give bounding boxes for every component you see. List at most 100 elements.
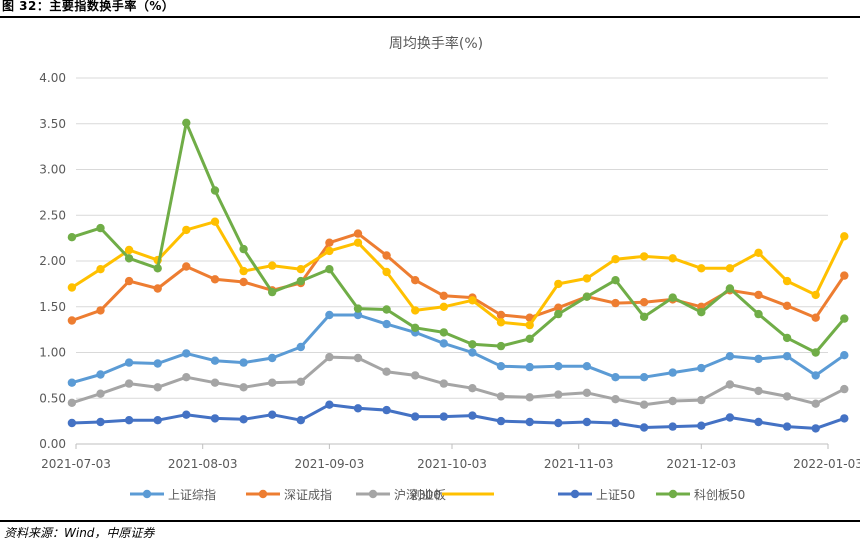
- data-point: [782, 422, 792, 431]
- data-point: [210, 414, 220, 423]
- data-point: [639, 298, 649, 307]
- data-point: [725, 380, 735, 389]
- data-point: [496, 318, 506, 327]
- data-point: [210, 378, 220, 387]
- data-point: [611, 255, 620, 264]
- data-point: [840, 384, 849, 394]
- data-point: [754, 354, 763, 364]
- data-point: [411, 306, 420, 315]
- series-line: [71, 355, 845, 407]
- data-point: [96, 306, 105, 315]
- data-point: [382, 405, 391, 415]
- chart-title: 周均换手率(%): [389, 35, 483, 52]
- data-point: [554, 309, 563, 319]
- data-point: [611, 373, 620, 382]
- data-point: [325, 238, 334, 247]
- data-point: [496, 362, 506, 371]
- x-tick-label: 2021-11-03: [544, 457, 614, 471]
- data-point: [840, 314, 849, 323]
- data-point: [468, 296, 477, 305]
- data-point: [67, 378, 77, 387]
- data-point: [496, 392, 506, 401]
- y-tick-label: 4.00: [39, 71, 66, 85]
- data-point: [182, 262, 191, 271]
- x-axis: 2021-07-03 2021-08-03 2021-09-03 2021-10-03…: [41, 444, 860, 471]
- data-point: [382, 367, 391, 376]
- data-point: [239, 415, 248, 424]
- data-point: [182, 410, 191, 419]
- data-point: [268, 410, 277, 419]
- data-point: [582, 362, 592, 371]
- data-point: [468, 384, 477, 393]
- data-point: [697, 363, 706, 373]
- data-point: [811, 290, 820, 300]
- data-point: [611, 298, 620, 308]
- data-point: [496, 341, 506, 351]
- legend-label: 上证综指: [168, 487, 216, 502]
- data-point: [725, 264, 735, 273]
- data-point: [496, 310, 506, 320]
- data-point: [582, 417, 592, 427]
- data-point: [67, 316, 77, 325]
- data-point: [668, 254, 677, 263]
- data-point: [124, 254, 134, 263]
- series-line: [71, 121, 846, 354]
- figure-header: 图 32：主要指数换手率（%）: [0, 0, 860, 18]
- series-3: [67, 352, 849, 409]
- data-point: [639, 400, 649, 409]
- data-point: [525, 320, 534, 330]
- legend-label: 上证50: [596, 488, 635, 502]
- data-point: [525, 334, 534, 343]
- data-point: [268, 353, 277, 363]
- series-2: [67, 229, 849, 325]
- data-point: [67, 418, 77, 428]
- data-point: [239, 277, 248, 287]
- data-point: [325, 265, 334, 274]
- y-tick-label: 1.50: [39, 300, 66, 314]
- data-point: [153, 264, 162, 273]
- data-point: [67, 398, 77, 407]
- figure-title: 图 32：主要指数换手率（%）: [2, 0, 175, 13]
- series-line: [71, 313, 846, 385]
- data-point: [554, 279, 563, 289]
- y-tick-label: 1.00: [39, 346, 66, 360]
- data-point: [639, 252, 649, 261]
- data-point: [811, 424, 820, 433]
- data-point: [67, 233, 77, 242]
- data-point: [439, 379, 448, 388]
- data-point: [382, 319, 391, 329]
- series-layer: [67, 118, 849, 433]
- data-point: [382, 267, 391, 277]
- data-point: [325, 246, 334, 256]
- data-point: [96, 389, 105, 398]
- data-point: [382, 305, 391, 314]
- data-point: [782, 276, 792, 286]
- data-point: [439, 339, 448, 348]
- data-point: [554, 303, 563, 312]
- data-point: [840, 271, 849, 280]
- data-point: [210, 356, 220, 365]
- series-4: [67, 217, 849, 330]
- data-point: [353, 229, 363, 238]
- legend-label: 科创板50: [694, 488, 745, 502]
- figure-footer: 资料来源：Wind，中原证券: [0, 520, 860, 540]
- y-axis: 0.00 0.50 1.00 1.50 2.00 2.50 3.00 3.50 4.00: [39, 71, 66, 451]
- data-point: [725, 352, 735, 361]
- data-point: [754, 309, 763, 319]
- data-point: [697, 264, 706, 273]
- data-point: [124, 416, 134, 425]
- data-point: [210, 217, 220, 226]
- data-point: [353, 404, 363, 413]
- data-point: [153, 383, 162, 392]
- data-point: [439, 328, 448, 337]
- data-point: [439, 291, 448, 300]
- data-point: [782, 392, 792, 401]
- data-point: [811, 348, 820, 357]
- data-point: [411, 371, 420, 380]
- data-point: [268, 261, 277, 270]
- data-point: [697, 395, 706, 405]
- data-point: [840, 414, 849, 423]
- data-point: [353, 310, 363, 320]
- data-point: [210, 275, 220, 284]
